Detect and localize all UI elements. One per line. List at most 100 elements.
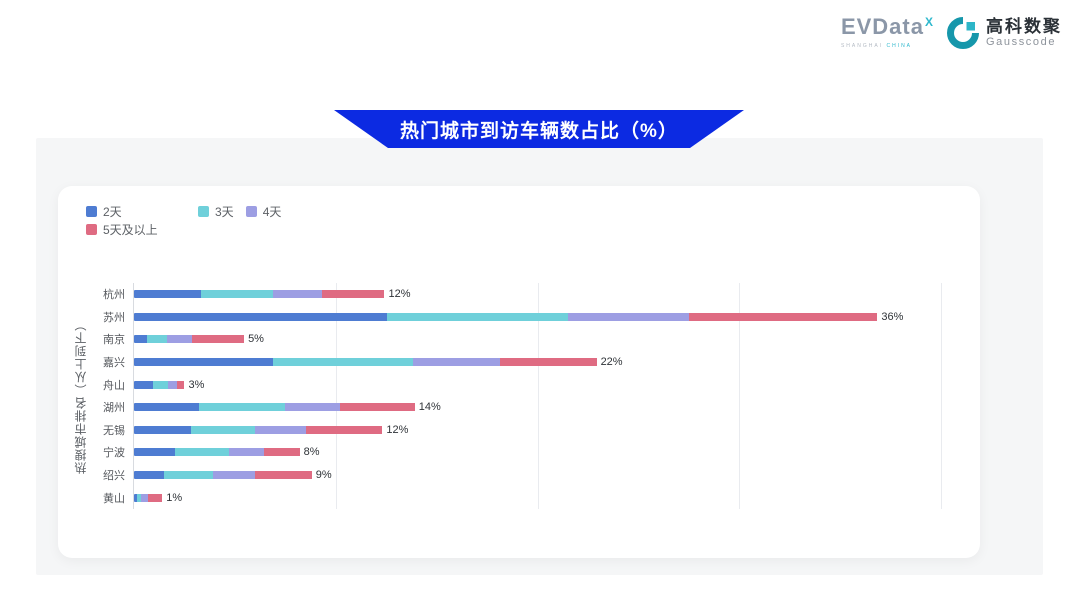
bar-segment-4天[interactable] [228, 448, 265, 457]
bar-segment-2天[interactable] [134, 380, 154, 389]
y-axis-title: 热搜城市排名（从上到下） [74, 318, 88, 474]
chart-row-嘉兴: 嘉兴 22% [103, 356, 941, 369]
gausscode-g-icon [947, 16, 979, 49]
bar-segment-3天[interactable] [175, 448, 229, 457]
gridline [537, 283, 539, 509]
bar-segment-4天[interactable] [568, 312, 690, 321]
city-label: 绍兴 [103, 470, 125, 483]
city-label: 南京 [103, 334, 125, 347]
gausscode-logo: 高科数聚 Gausscode [947, 17, 1062, 49]
bar-segment-2天[interactable] [134, 448, 176, 457]
evdata-wordmark: EVDataX [840, 14, 934, 39]
bar-segment-4天[interactable] [141, 493, 149, 502]
bar-segment-5天及以上[interactable] [340, 403, 415, 412]
total-label: 12% [388, 288, 411, 301]
stacked-bar[interactable] [134, 471, 312, 480]
total-label: 22% [600, 356, 623, 369]
stacked-bar[interactable] [134, 425, 383, 434]
bar-segment-5天及以上[interactable] [264, 448, 300, 457]
total-label: 14% [418, 401, 441, 414]
legend-item[interactable]: 2天 [86, 203, 186, 220]
stacked-bar[interactable] [134, 312, 878, 321]
bar-segment-2天[interactable] [134, 358, 274, 367]
city-label: 黄山 [103, 492, 125, 505]
bar-segment-2天[interactable] [134, 312, 387, 321]
bar-segment-2天[interactable] [134, 403, 199, 412]
evdata-logo: EVDataX SHANGHAI CHINA [840, 14, 934, 49]
stacked-bar[interactable] [134, 403, 415, 412]
stacked-bar[interactable] [134, 448, 300, 457]
city-label: 湖州 [103, 402, 125, 415]
bar-segment-3天[interactable] [198, 403, 286, 412]
chart-row-绍兴: 绍兴 9% [103, 469, 941, 482]
gridline [335, 283, 337, 509]
stacked-bar[interactable] [134, 290, 385, 299]
chart-plot-area: 杭州 12% 苏州 36% 南京 5% 嘉兴 22% 舟山 3% 湖州 14% 无锡 12% 宁波 8% 绍兴 9… [103, 283, 942, 509]
bar-segment-2天[interactable] [134, 425, 191, 434]
chart-title: 热门城市到访车辆数占比（%） [400, 120, 678, 142]
stacked-bar[interactable] [134, 493, 163, 502]
bar-segment-2天[interactable] [134, 471, 165, 480]
chart-row-苏州: 苏州 36% [103, 311, 941, 324]
total-label: 8% [303, 446, 320, 459]
bar-segment-3天[interactable] [200, 290, 274, 299]
bar-segment-3天[interactable] [164, 471, 213, 480]
city-label: 无锡 [103, 424, 125, 437]
bar-segment-4天[interactable] [273, 290, 322, 299]
bar-segment-3天[interactable] [386, 312, 569, 321]
stacked-bar[interactable] [134, 358, 597, 367]
stacked-bar[interactable] [134, 380, 185, 389]
legend-item[interactable]: 4天 [245, 203, 281, 220]
bar-segment-4天[interactable] [285, 403, 341, 412]
bar-segment-4天[interactable] [212, 471, 256, 480]
stacked-bar[interactable] [134, 335, 245, 344]
bar-segment-5天及以上[interactable] [499, 358, 597, 367]
total-label: 12% [386, 423, 409, 436]
chart-card: 2天 3天 4天 5天及以上 热搜城市排名（从上到下） 杭州 12% 苏州 36% 南京 5% 嘉… [58, 186, 980, 558]
legend-item[interactable]: 3天 [198, 203, 234, 220]
legend-color-chip [86, 223, 97, 235]
bar-segment-5天及以上[interactable] [191, 335, 245, 344]
bar-segment-5天及以上[interactable] [255, 471, 312, 480]
total-label: 3% [188, 378, 205, 391]
chart-row-宁波: 宁波 8% [103, 446, 941, 459]
bar-segment-3天[interactable] [137, 493, 142, 502]
legend-color-chip [86, 205, 97, 217]
bar-segment-4天[interactable] [255, 425, 306, 434]
city-label: 苏州 [103, 311, 125, 324]
evdata-x-mark: X [924, 15, 934, 29]
bar-segment-5天及以上[interactable] [305, 425, 383, 434]
bar-segment-3天[interactable] [147, 335, 168, 344]
legend-label: 3天 [215, 204, 234, 219]
chart-row-黄山: 黄山 1% [103, 491, 941, 505]
bar-segment-4天[interactable] [168, 380, 178, 389]
chart-row-湖州: 湖州 14% [103, 401, 941, 414]
legend-item[interactable]: 5天及以上 [86, 221, 186, 238]
chart-row-无锡: 无锡 12% [103, 423, 941, 437]
bar-segment-5天及以上[interactable] [321, 290, 385, 299]
legend-color-chip [198, 205, 209, 217]
logo-bar: EVDataX SHANGHAI CHINA 高科数聚 Gausscode [840, 14, 1062, 49]
bar-segment-3天[interactable] [153, 380, 169, 389]
bar-segment-5天及以上[interactable] [177, 380, 185, 389]
gridline [739, 283, 741, 509]
bar-segment-2天[interactable] [134, 290, 201, 299]
gridline [941, 283, 942, 509]
gausscode-cn-name: 高科数聚 [986, 16, 1062, 36]
chart-legend: 2天 3天 4天 5天及以上 [86, 202, 293, 238]
city-label: 宁波 [103, 447, 125, 460]
legend-color-chip [245, 205, 257, 217]
city-label: 嘉兴 [103, 357, 125, 370]
bar-segment-2天[interactable] [134, 493, 138, 502]
bar-segment-4天[interactable] [412, 358, 500, 367]
total-label: 1% [166, 491, 183, 504]
gausscode-en-name: Gausscode [986, 35, 1057, 48]
total-label: 9% [315, 469, 332, 482]
bar-segment-3天[interactable] [190, 425, 256, 434]
bar-segment-4天[interactable] [167, 335, 192, 344]
legend-label: 2天 [103, 204, 122, 219]
bar-segment-3天[interactable] [273, 358, 413, 367]
bar-segment-5天及以上[interactable] [148, 493, 163, 502]
bar-segment-2天[interactable] [134, 335, 148, 344]
bar-segment-5天及以上[interactable] [689, 312, 878, 321]
